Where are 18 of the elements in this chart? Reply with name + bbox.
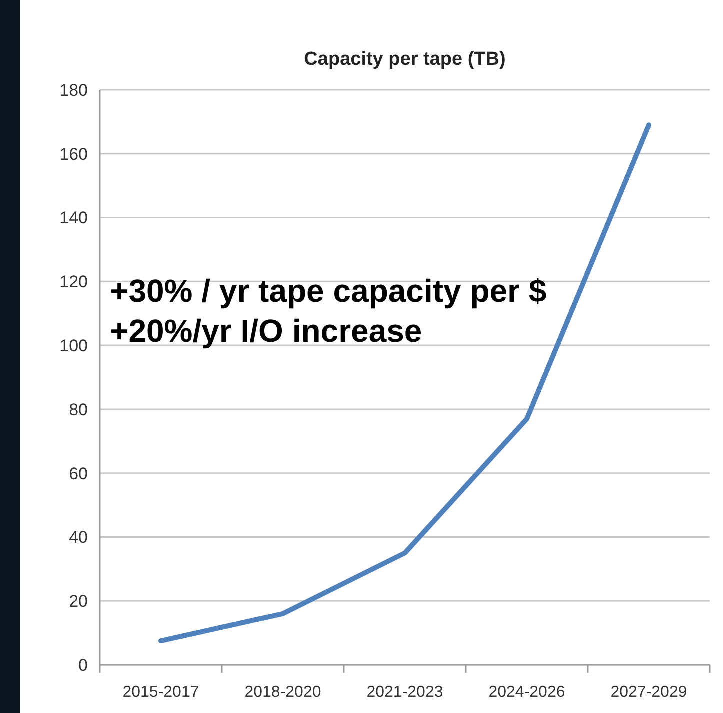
- y-tick-label: 40: [69, 528, 88, 548]
- y-tick-label: 60: [69, 464, 88, 484]
- chart-title: Capacity per tape (TB): [304, 49, 506, 70]
- y-tick-label: 180: [60, 80, 88, 100]
- x-tick-label: 2021-2023: [366, 684, 444, 701]
- y-tick-label: 140: [60, 208, 88, 228]
- y-tick-label: 20: [69, 592, 88, 612]
- annotation: +20%/yr I/O increase: [110, 313, 422, 349]
- x-tick-label: 2027-2029: [610, 684, 688, 701]
- x-tick-label: 2015-2017: [122, 684, 200, 701]
- x-tick-label: 2018-2020: [244, 684, 322, 701]
- y-tick-label: 0: [78, 656, 88, 675]
- y-tick-label: 100: [60, 336, 88, 356]
- x-tick-label: 2024-2026: [488, 684, 566, 701]
- y-tick-label: 120: [60, 272, 88, 292]
- annotation: +30% / yr tape capacity per $: [110, 273, 547, 309]
- y-tick-label: 160: [60, 144, 88, 164]
- y-tick-label: 80: [69, 400, 88, 420]
